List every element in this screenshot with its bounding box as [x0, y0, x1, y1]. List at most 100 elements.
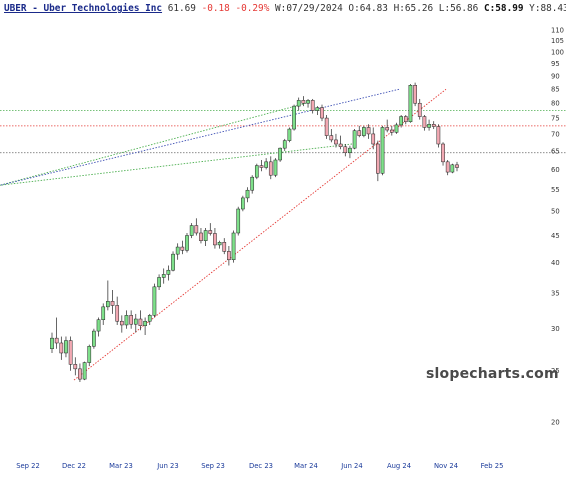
y-tick-label: 55: [551, 186, 560, 194]
y-tick-label: 110: [551, 26, 564, 34]
candle: [422, 115, 427, 131]
candle: [380, 125, 385, 176]
candles: [50, 82, 459, 383]
candle: [175, 243, 180, 260]
candle: [129, 310, 133, 329]
candle: [315, 106, 320, 116]
candle: [78, 363, 82, 383]
candle: [133, 313, 138, 333]
candle: [119, 315, 124, 333]
candle: [408, 83, 413, 123]
candle: [208, 223, 213, 236]
candle: [450, 163, 455, 174]
candle: [282, 138, 287, 151]
y-tick-label: 25: [551, 367, 560, 375]
y-tick-label: 20: [551, 418, 560, 426]
x-tick-label: Jun 24: [340, 462, 362, 470]
open-value: 64.83: [359, 3, 388, 14]
candle: [138, 310, 143, 331]
x-tick-label: Nov 24: [434, 462, 458, 470]
last-price: 61.69: [167, 3, 196, 14]
candle: [54, 317, 59, 349]
low-label: L:: [438, 3, 451, 14]
candle: [310, 98, 315, 114]
x-tick-label: Jun 23: [156, 462, 178, 470]
y-tick-label: 90: [551, 73, 560, 81]
candle: [96, 317, 101, 337]
candle: [455, 161, 459, 172]
candle: [445, 159, 450, 176]
y-tick-label: 60: [551, 166, 560, 174]
x-tick-label: Feb 25: [481, 462, 504, 470]
symbol-title-link[interactable]: UBER - Uber Technologies Inc: [4, 3, 163, 14]
candle: [124, 310, 129, 329]
candle: [338, 135, 343, 150]
candle: [320, 104, 324, 122]
candle: [417, 98, 422, 120]
candle: [189, 223, 194, 239]
candle: [334, 133, 338, 148]
y-tick-label: 100: [551, 48, 564, 56]
watermark: slopecharts.com: [426, 366, 559, 382]
candle: [157, 274, 161, 291]
candle: [161, 268, 166, 284]
week-date: 07/29/2024: [286, 3, 343, 14]
candle: [436, 124, 441, 148]
y-value: 88.43: [540, 3, 566, 14]
candle: [199, 227, 203, 244]
candle: [147, 313, 152, 325]
candle: [222, 238, 227, 255]
candle: [194, 218, 199, 236]
candle: [348, 145, 352, 159]
candle: [82, 361, 87, 381]
x-tick-label: Sep 23: [201, 462, 225, 470]
trend-line: [0, 143, 353, 186]
y-tick-label: 35: [551, 290, 560, 298]
candle: [254, 163, 259, 180]
x-tick-label: Dec 22: [62, 462, 86, 470]
candle: [231, 230, 236, 263]
candle: [329, 129, 334, 143]
candle: [268, 156, 273, 180]
x-tick-label: Sep 22: [16, 462, 40, 470]
candle: [343, 144, 348, 157]
candle: [50, 332, 54, 353]
x-axis: Sep 22 Dec 22 Mar 23 Jun 23 Sep 23 Dec 23 Mar …: [16, 462, 503, 470]
price-change: -0.18: [201, 3, 230, 14]
candle: [217, 240, 222, 249]
candle: [241, 195, 245, 212]
candle: [245, 187, 250, 203]
y-tick-label: 95: [551, 60, 560, 68]
candle: [366, 124, 371, 139]
candle: [68, 336, 73, 371]
candle: [357, 125, 362, 138]
candle: [59, 336, 64, 360]
candle: [362, 125, 366, 138]
candle: [203, 227, 208, 246]
candle: [250, 175, 255, 194]
x-tick-label: Dec 23: [249, 462, 273, 470]
candle: [259, 159, 264, 172]
candle: [227, 245, 231, 266]
candle: [399, 115, 403, 128]
candle: [273, 158, 278, 178]
candle: [110, 290, 115, 314]
candle: [185, 232, 189, 253]
candle: [166, 265, 171, 281]
candle: [441, 142, 445, 166]
candle: [287, 127, 292, 143]
horizontal-lines: [0, 110, 566, 154]
y-tick-label: 70: [551, 130, 560, 138]
y-tick-label: 80: [551, 100, 560, 108]
candle: [171, 251, 175, 272]
y-tick-label: 75: [551, 114, 560, 122]
y-tick-label: 45: [551, 232, 560, 240]
y-tick-label: 40: [551, 259, 560, 267]
candle: [143, 317, 147, 335]
y-tick-label: 65: [551, 147, 560, 155]
x-tick-label: Mar 23: [109, 462, 133, 470]
candle: [64, 336, 68, 358]
week-label: W:: [275, 3, 287, 14]
candle: [413, 82, 417, 107]
